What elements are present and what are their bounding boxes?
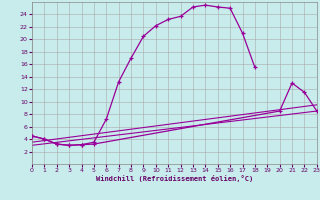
X-axis label: Windchill (Refroidissement éolien,°C): Windchill (Refroidissement éolien,°C) <box>96 175 253 182</box>
